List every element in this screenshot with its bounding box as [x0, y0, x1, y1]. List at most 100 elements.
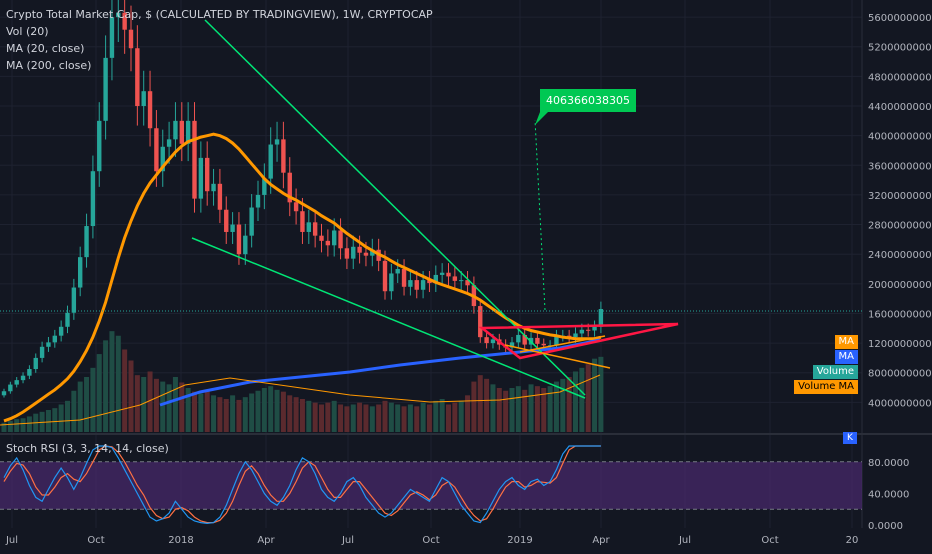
candle-body [147, 91, 153, 129]
candle-body [179, 120, 184, 144]
time-tick-label: 2018 [168, 535, 193, 546]
candle-body [516, 334, 521, 343]
volume-bar [185, 388, 191, 432]
candle-body [300, 211, 305, 232]
volume-bar [369, 406, 375, 432]
volume-bar [439, 399, 445, 432]
volume-bar [160, 381, 166, 432]
volume-bar [509, 388, 515, 432]
candle-body [332, 230, 337, 246]
candle-body [65, 312, 70, 327]
ma20-price-tag: MA [834, 335, 858, 349]
symmetrical-triangle-red [478, 322, 679, 360]
rsi-tick-label: 0.0000 [868, 521, 903, 532]
chart-title: Crypto Total Market Cap, $ (CALCULATED B… [6, 8, 433, 21]
candle-body [236, 224, 242, 255]
candle-body [78, 257, 83, 288]
candle-body [249, 207, 254, 236]
volume-bar [484, 378, 490, 432]
candle-body [319, 235, 324, 241]
time-tick-label: Oct [761, 535, 778, 546]
volume-bar [503, 390, 509, 432]
volume-bar [179, 382, 185, 432]
rsi-tick-label: 80.0000 [868, 458, 909, 469]
volume-bar [26, 416, 32, 432]
candle-body [306, 222, 311, 232]
candle-body [509, 342, 515, 348]
candle-body [135, 48, 140, 107]
volume-bar [490, 384, 496, 432]
candle-body [173, 120, 178, 140]
candle-body [243, 235, 248, 255]
time-tick-label: Apr [592, 535, 610, 546]
candle-body [370, 249, 375, 256]
volume-bar [274, 389, 280, 432]
volume-bar [338, 404, 344, 432]
price-tick-label: 400000000000 [868, 132, 932, 143]
volume-bar [84, 377, 90, 432]
volume-bar [426, 404, 432, 432]
volume-bar [20, 418, 26, 432]
candle-body [541, 343, 546, 346]
candle-body [268, 144, 273, 179]
volume-bar [261, 388, 267, 432]
volume-ma-line [0, 374, 601, 426]
volume-bar [522, 389, 528, 432]
volume-bar [598, 356, 604, 432]
candle-body [554, 335, 559, 346]
volume-bar [382, 400, 388, 432]
candle-body [382, 260, 388, 292]
candle-body [230, 224, 235, 232]
candle-body [478, 306, 483, 338]
candle-body [1, 391, 7, 396]
candle-body [439, 272, 445, 275]
candle-body [255, 194, 261, 208]
ma200-price-tag: MA [834, 350, 858, 364]
time-tick-label: Jul [341, 535, 354, 546]
volume-bar [395, 404, 401, 432]
candle-body [274, 139, 280, 145]
candle-body [427, 280, 432, 284]
rsi-d-line [3, 445, 601, 524]
candle-body [166, 139, 172, 147]
legend-ma20: MA (20, close) [6, 42, 85, 55]
candle-body [198, 157, 204, 199]
annotation-label: 406366038305 [546, 94, 630, 107]
candle-body [592, 326, 597, 331]
volume-bar [153, 378, 159, 432]
volume-ma-tag: Volume MA [794, 380, 858, 394]
candle-body [389, 273, 394, 292]
volume-bar [166, 384, 172, 432]
candle-body [586, 329, 591, 331]
candle-body [459, 280, 464, 282]
candle-body [52, 335, 57, 343]
candle-body [325, 240, 331, 246]
price-tick-label: 360000000000 [868, 161, 932, 172]
volume-bar [515, 386, 521, 432]
legend-vol: Vol (20) [6, 25, 49, 38]
candle-body [357, 246, 362, 253]
candle-body [281, 139, 286, 173]
candle-body [109, 17, 115, 58]
price-tick-label: 200000000000 [868, 280, 932, 291]
volume-bar [7, 421, 13, 432]
volume-bar [58, 404, 64, 432]
volume-bar [198, 393, 204, 432]
volume-bar [77, 381, 83, 432]
volume-bar [249, 393, 255, 432]
time-tick-label: Jul [678, 535, 691, 546]
volume-bar [287, 395, 293, 432]
chart-legend: Crypto Total Market Cap, $ (CALCULATED B… [6, 6, 433, 74]
candle-body [14, 380, 19, 385]
descending-trendline-lower [191, 237, 586, 399]
candle-body [490, 339, 496, 344]
volume-bar [65, 400, 70, 432]
candle-body [122, 12, 127, 30]
price-tick-label: 240000000000 [868, 250, 932, 261]
price-tick-label: 120000000000 [868, 339, 932, 350]
time-tick-label: 2019 [507, 535, 532, 546]
rsi-k-tag: K [843, 432, 857, 444]
volume-bar [14, 419, 20, 432]
